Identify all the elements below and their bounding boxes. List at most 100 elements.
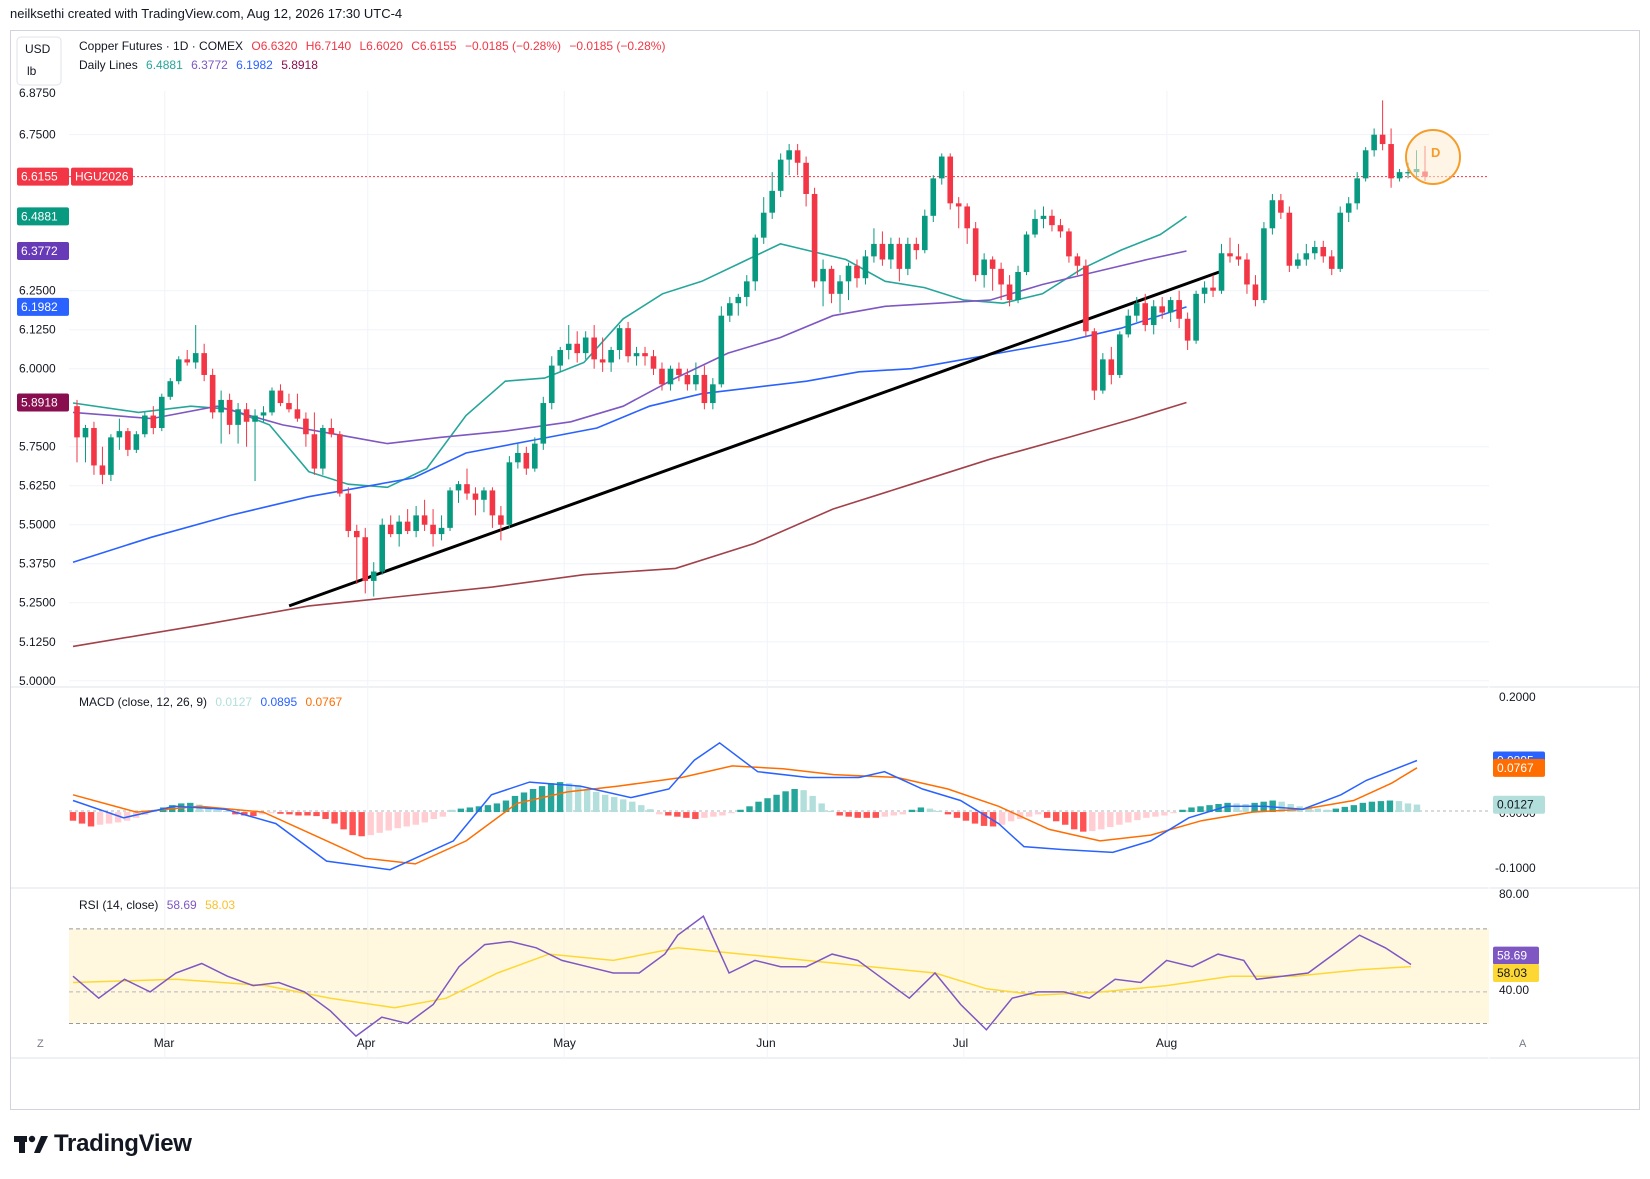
price-badge: 6.3772 [17, 242, 69, 261]
macd-bar [737, 809, 744, 813]
macd-bar [1233, 803, 1240, 813]
candle-body [1083, 265, 1089, 332]
macd-bar [836, 812, 843, 816]
macd-bar [565, 783, 573, 813]
candle-body [404, 521, 411, 531]
candle-body [1210, 287, 1216, 291]
candle-body [370, 571, 377, 581]
candle-body [1354, 178, 1360, 204]
candle [396, 515, 402, 547]
candle-body [150, 415, 157, 429]
macd-bar [69, 812, 77, 821]
candle [515, 443, 521, 469]
candle [226, 393, 233, 435]
macd-bar [620, 799, 627, 813]
candle-body [413, 515, 419, 531]
rsi-price-axis[interactable]: 80.00 40.00 [1499, 887, 1529, 997]
macd-bar [1080, 812, 1087, 832]
x-tick-month: Jul [953, 1036, 968, 1050]
candle [1396, 169, 1403, 182]
candle [269, 387, 275, 416]
candle [303, 412, 309, 447]
rsi-value-badge: 58.03 [1493, 964, 1539, 982]
candle [413, 506, 419, 538]
symbol-legend[interactable]: Copper Futures · 1D · COMEX O6.6320 H6.7… [79, 39, 665, 53]
candle-body [642, 353, 648, 357]
candle-body [871, 243, 877, 257]
main-y-tick: 6.1250 [19, 323, 56, 337]
candle-body [294, 409, 301, 419]
candle-body [625, 328, 631, 357]
candle [498, 506, 504, 541]
candle-body [803, 162, 809, 194]
macd-bar [980, 812, 988, 826]
candle [1286, 206, 1293, 272]
rsi-value-badge: 58.69 [1493, 946, 1539, 965]
candle [1083, 259, 1089, 338]
macd-bar [96, 812, 104, 825]
candle-body [82, 428, 89, 438]
candle-body [1261, 228, 1267, 301]
macd-bar [881, 812, 889, 817]
candle-body [565, 343, 572, 350]
time-axis[interactable]: Mar Apr May Jun Jul Aug [154, 1036, 1178, 1050]
rsi-y-tick-bottom: 40.00 [1499, 983, 1529, 997]
candle [150, 406, 157, 435]
candle-body [1345, 203, 1352, 213]
candle [1320, 240, 1327, 263]
tradingview-brand[interactable]: TradingView [14, 1130, 192, 1158]
candle [591, 325, 597, 369]
auto-scale-button[interactable]: A [1519, 1038, 1527, 1050]
candle [947, 153, 954, 210]
main-y-tick: 5.3750 [19, 557, 56, 571]
trendline[interactable] [288, 270, 1220, 608]
chart-canvas[interactable]: 6.8750 6.7500 6.2500 6.1250 6.0000 5.7500 5.6… [11, 31, 1639, 1109]
macd-legend[interactable]: MACD (close, 12, 26, 9) 0.0127 0.0895 0.… [79, 695, 343, 709]
macd-bar [899, 812, 907, 815]
candle-body [574, 343, 581, 354]
candle-body [1193, 293, 1199, 341]
main-y-tick: 5.6250 [19, 479, 56, 493]
candle [235, 403, 241, 444]
currency-unit-button[interactable]: USD lb [16, 36, 62, 86]
candle-body [582, 337, 589, 354]
macd-price-axis[interactable]: 0.2000 0.0000 -0.1000 [1495, 690, 1536, 875]
macd-bar [250, 812, 257, 817]
candle [574, 331, 581, 363]
annotation-marker[interactable]: D [1405, 129, 1461, 185]
macd-bar [773, 794, 780, 813]
candle [981, 253, 987, 288]
main-price-axis[interactable]: 6.8750 6.7500 6.2500 6.1250 6.0000 5.7500 5.6… [19, 86, 56, 688]
zoom-reset-button[interactable]: Z [37, 1038, 44, 1050]
tradingview-logo-icon [14, 1135, 48, 1153]
candle-body [192, 353, 199, 363]
candle-body [1286, 212, 1293, 266]
macd-y-tick-bottom: -0.1000 [1495, 861, 1536, 875]
candle [1295, 253, 1301, 269]
candle [1091, 328, 1098, 400]
candle-body [650, 356, 657, 369]
macd-bar [205, 807, 212, 813]
candle-body [201, 353, 207, 375]
symbol-name: Copper Futures · 1D · COMEX [79, 39, 243, 53]
main-gridlines [69, 91, 1489, 1058]
y-tick-partial: 6.8750 [19, 86, 56, 100]
macd-bar [601, 794, 609, 813]
price-badge-text: 6.3772 [21, 244, 58, 258]
annotation-label: D [1431, 145, 1440, 160]
daily-lines-legend[interactable]: Daily Lines 6.4881 6.3772 6.1982 5.8918 [79, 58, 318, 72]
change-2: −0.0185 (−0.28%) [569, 39, 665, 53]
candle [964, 203, 970, 244]
candle-body [277, 390, 284, 404]
rsi-value-badge-text: 58.03 [1497, 966, 1527, 980]
main-y-tick: 6.2500 [19, 284, 56, 298]
candle [905, 237, 911, 276]
candle [1218, 243, 1225, 294]
candle [693, 362, 699, 391]
macd-bar [484, 805, 492, 813]
rsi-legend[interactable]: RSI (14, close) 58.69 58.03 [79, 898, 235, 912]
x-tick-month: Apr [357, 1036, 376, 1050]
daily-lines-v3: 6.1982 [236, 58, 273, 72]
candle [1362, 147, 1369, 182]
candle [345, 487, 352, 538]
